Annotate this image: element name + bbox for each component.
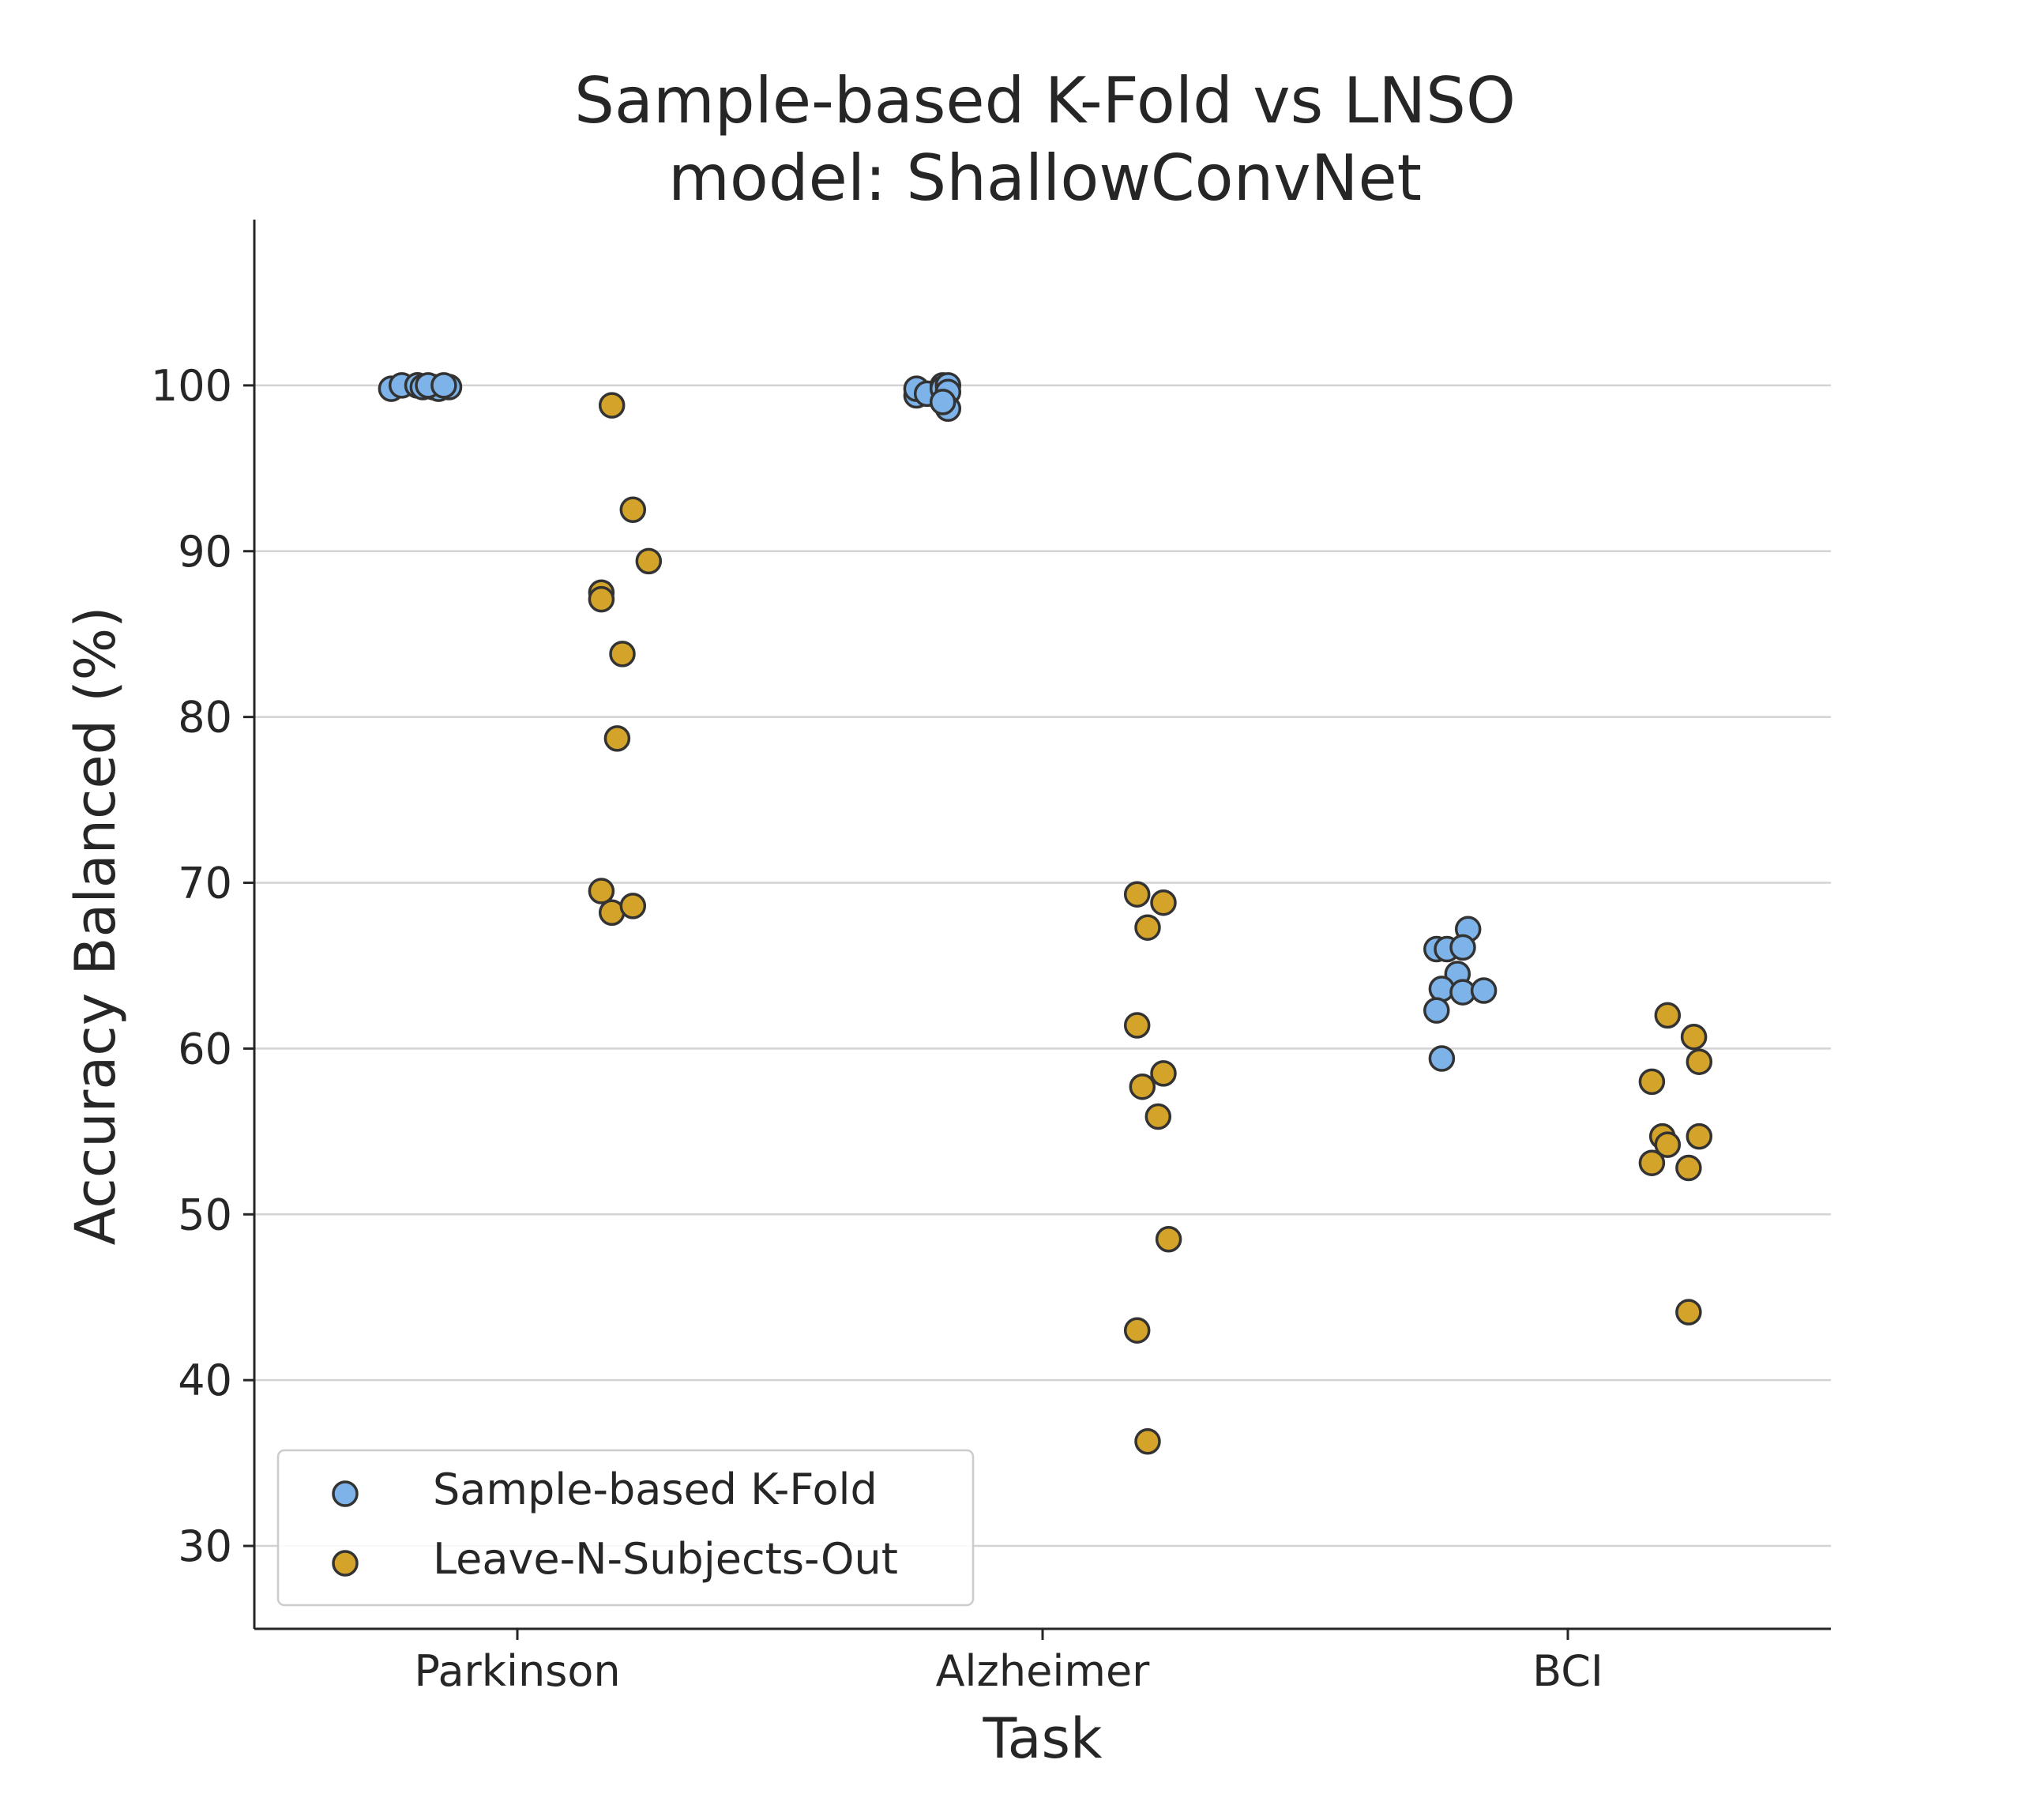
x-tick-label-alzheimer: Alzheimer bbox=[936, 1646, 1151, 1696]
point-lnso-bci-23 bbox=[1638, 1068, 1666, 1096]
point-lnso-parkinson-9 bbox=[619, 893, 647, 919]
legend: Sample-based K-Fold Leave-N-Subjects-Out bbox=[276, 1449, 975, 1607]
chart-subtitle: model: ShallowConvNet bbox=[668, 141, 1422, 215]
point-lnso-alzheimer-11 bbox=[1150, 889, 1177, 916]
point-lnso-alzheimer-12 bbox=[1134, 914, 1161, 941]
point-lnso-parkinson-0 bbox=[598, 392, 626, 419]
gridlines bbox=[254, 384, 1831, 1547]
point-kfold-bci-28 bbox=[1428, 1045, 1456, 1072]
chart-title: Sample-based K-Fold vs LNSO bbox=[574, 64, 1516, 137]
point-kfold-bci-26 bbox=[1470, 977, 1498, 1004]
y-tick-label-50: 50 bbox=[178, 1190, 232, 1239]
point-kfold-bci-22 bbox=[1449, 934, 1476, 961]
point-lnso-bci-21 bbox=[1680, 1023, 1708, 1051]
point-lnso-alzheimer-16 bbox=[1144, 1103, 1172, 1130]
point-lnso-bci-28 bbox=[1675, 1154, 1702, 1182]
y-axis-label: Accuracy Balanced (%) bbox=[63, 607, 128, 1246]
point-lnso-bci-25 bbox=[1654, 1131, 1682, 1158]
point-kfold-bci-27 bbox=[1423, 997, 1450, 1024]
x-tick-label-parkinson: Parkinson bbox=[414, 1646, 620, 1696]
legend-label-lnso: Leave-N-Subjects-Out bbox=[433, 1534, 898, 1584]
point-lnso-bci-27 bbox=[1638, 1149, 1666, 1176]
legend-marker-kfold bbox=[332, 1480, 359, 1507]
legend-frame bbox=[276, 1449, 975, 1607]
point-lnso-parkinson-1 bbox=[619, 496, 647, 524]
point-lnso-bci-20 bbox=[1654, 1002, 1682, 1029]
point-lnso-bci-26 bbox=[1686, 1122, 1713, 1150]
point-lnso-alzheimer-17 bbox=[1155, 1226, 1182, 1253]
point-lnso-alzheimer-13 bbox=[1123, 1012, 1151, 1039]
point-lnso-parkinson-2 bbox=[635, 547, 663, 575]
point-lnso-parkinson-6 bbox=[603, 725, 631, 752]
y-tick-label-40: 40 bbox=[178, 1356, 232, 1405]
point-lnso-alzheimer-18 bbox=[1123, 1317, 1151, 1344]
y-tick-label-70: 70 bbox=[178, 859, 232, 908]
x-axis-label: Task bbox=[982, 1706, 1103, 1771]
point-lnso-parkinson-4 bbox=[588, 585, 615, 613]
point-lnso-alzheimer-15 bbox=[1129, 1073, 1156, 1100]
point-lnso-bci-29 bbox=[1675, 1299, 1702, 1326]
point-lnso-parkinson-7 bbox=[588, 878, 615, 904]
y-axis-ticks: 30 40 50 60 70 80 90 100 bbox=[151, 361, 254, 1571]
legend-marker-lnso bbox=[332, 1550, 359, 1577]
y-tick-label-30: 30 bbox=[178, 1521, 232, 1571]
point-lnso-alzheimer-10 bbox=[1123, 881, 1151, 908]
point-lnso-bci-22 bbox=[1686, 1048, 1713, 1075]
x-axis-ticks: Parkinson Alzheimer BCI bbox=[414, 1629, 1603, 1696]
data-points bbox=[378, 372, 1713, 1455]
point-kfold-parkinson-9 bbox=[430, 372, 457, 399]
x-tick-label-bci: BCI bbox=[1532, 1646, 1603, 1696]
y-tick-label-80: 80 bbox=[178, 693, 232, 743]
point-lnso-alzheimer-19 bbox=[1134, 1428, 1161, 1455]
point-lnso-parkinson-5 bbox=[609, 641, 636, 667]
y-tick-label-90: 90 bbox=[178, 527, 232, 577]
y-tick-label-60: 60 bbox=[178, 1024, 232, 1074]
point-lnso-alzheimer-14 bbox=[1150, 1060, 1177, 1087]
point-kfold-alzheimer-18 bbox=[929, 389, 957, 416]
legend-label-kfold: Sample-based K-Fold bbox=[433, 1465, 878, 1514]
y-tick-label-100: 100 bbox=[151, 361, 232, 411]
